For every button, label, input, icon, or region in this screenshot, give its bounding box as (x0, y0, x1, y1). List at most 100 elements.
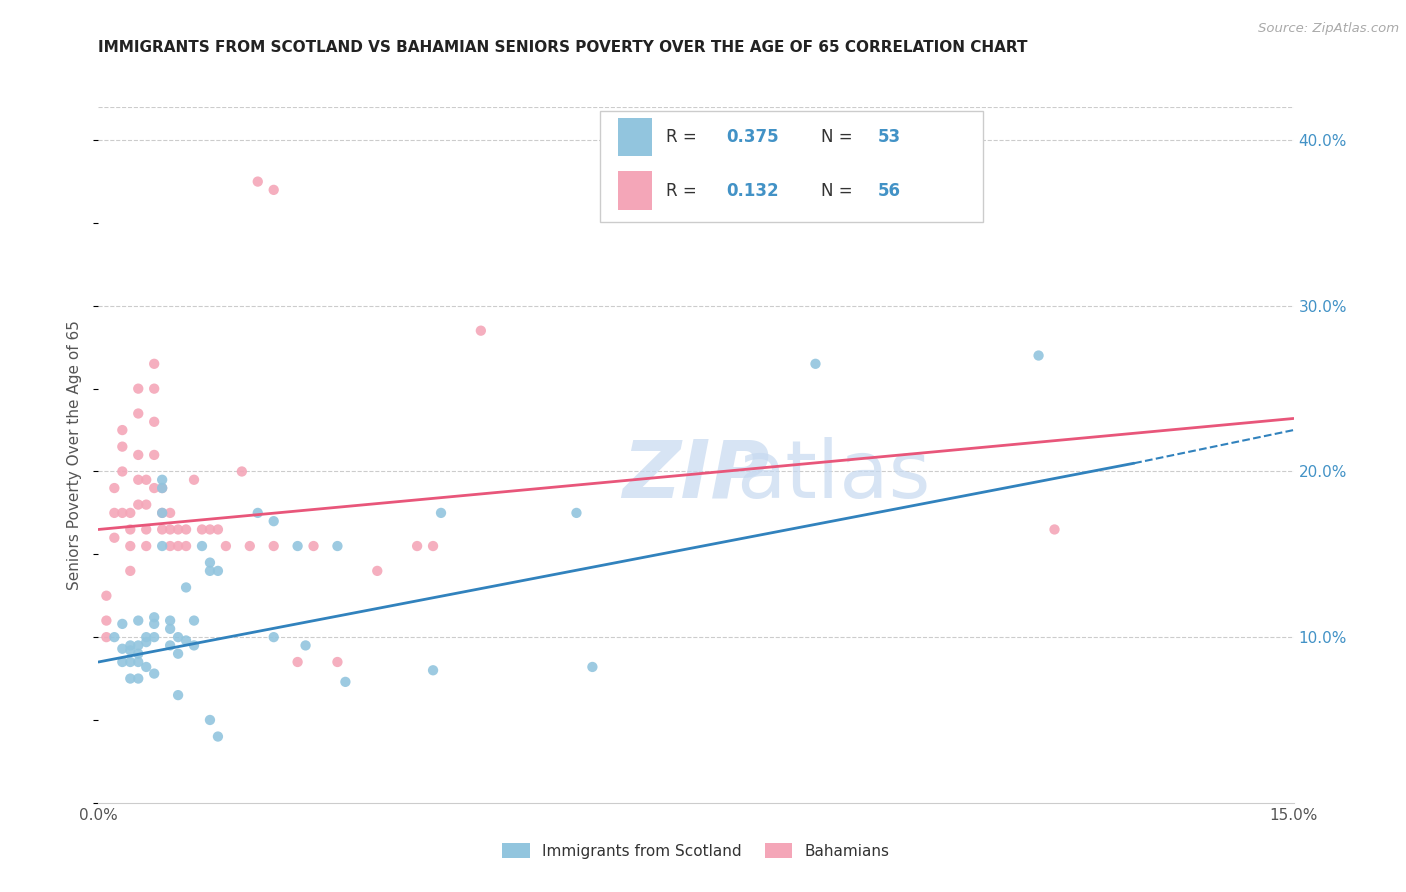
Point (239, 539, 262, 553)
Point (198, 523, 221, 537)
Point (191, 539, 214, 553)
Point (422, 663, 444, 677)
Point (103, 506, 125, 520)
Point (565, 506, 588, 520)
Point (103, 531, 125, 545)
Point (127, 639, 149, 653)
Point (120, 539, 142, 553)
Point (263, 183, 285, 197)
Text: Source: ZipAtlas.com: Source: ZipAtlas.com (1258, 22, 1399, 36)
Point (120, 506, 142, 520)
Text: 53: 53 (877, 128, 901, 146)
Point (111, 616, 134, 631)
Point (143, 481, 166, 495)
Point (111, 465, 134, 479)
Point (111, 655, 134, 669)
Point (159, 622, 181, 636)
Point (183, 473, 205, 487)
Point (406, 539, 429, 553)
Point (174, 539, 197, 553)
Point (246, 506, 269, 520)
Point (150, 523, 173, 537)
Point (120, 672, 142, 686)
Point (470, 324, 492, 338)
Point (287, 655, 309, 669)
Point (127, 382, 149, 396)
Point (120, 639, 142, 653)
Point (111, 506, 134, 520)
Text: ZIP: ZIP (623, 437, 769, 515)
Point (174, 633, 197, 648)
Text: R =: R = (666, 182, 702, 200)
Point (581, 660, 603, 674)
Point (120, 564, 142, 578)
Point (127, 614, 149, 628)
Point (198, 713, 221, 727)
Point (96, 630, 118, 644)
Legend: Immigrants from Scotland, Bahamians: Immigrants from Scotland, Bahamians (496, 837, 896, 864)
Point (167, 523, 190, 537)
Point (191, 523, 214, 537)
Point (127, 647, 149, 661)
Point (159, 506, 181, 520)
Point (167, 630, 190, 644)
Point (111, 440, 134, 454)
Point (263, 539, 285, 553)
Text: N =: N = (821, 182, 858, 200)
Y-axis label: Seniors Poverty Over the Age of 65: Seniors Poverty Over the Age of 65 (67, 320, 83, 590)
Point (120, 655, 142, 669)
Point (96, 589, 118, 603)
Point (111, 423, 134, 437)
Text: 0.132: 0.132 (725, 182, 779, 200)
Text: R =: R = (666, 128, 702, 146)
Point (127, 473, 149, 487)
Point (167, 539, 190, 553)
Point (231, 465, 253, 479)
Point (366, 564, 388, 578)
Point (294, 639, 316, 653)
Point (430, 506, 453, 520)
Point (143, 382, 166, 396)
Point (804, 357, 827, 371)
Point (207, 564, 229, 578)
Point (159, 639, 181, 653)
Point (127, 655, 149, 669)
Point (135, 473, 157, 487)
Point (159, 539, 181, 553)
Point (263, 514, 285, 528)
Text: N =: N = (821, 128, 858, 146)
Point (335, 674, 357, 689)
Text: 56: 56 (877, 182, 901, 200)
Point (1043, 523, 1066, 537)
Point (120, 523, 142, 537)
Point (111, 641, 134, 656)
Text: atlas: atlas (737, 437, 931, 515)
Point (135, 523, 157, 537)
Point (1028, 349, 1050, 363)
Point (159, 523, 181, 537)
Point (198, 556, 221, 570)
Point (207, 523, 229, 537)
FancyBboxPatch shape (619, 171, 652, 210)
Point (167, 647, 190, 661)
Point (174, 523, 197, 537)
Point (135, 539, 157, 553)
Point (127, 448, 149, 462)
Point (215, 539, 238, 553)
Point (150, 506, 173, 520)
Point (150, 473, 173, 487)
Point (103, 630, 125, 644)
Point (326, 655, 349, 669)
Text: 0.375: 0.375 (725, 128, 779, 146)
Point (167, 688, 190, 702)
Point (150, 481, 173, 495)
Point (135, 630, 157, 644)
Point (150, 481, 173, 495)
Point (143, 448, 166, 462)
Point (150, 506, 173, 520)
Point (326, 539, 349, 553)
Point (143, 666, 166, 681)
Point (159, 614, 181, 628)
Point (150, 539, 173, 553)
Point (135, 635, 157, 649)
